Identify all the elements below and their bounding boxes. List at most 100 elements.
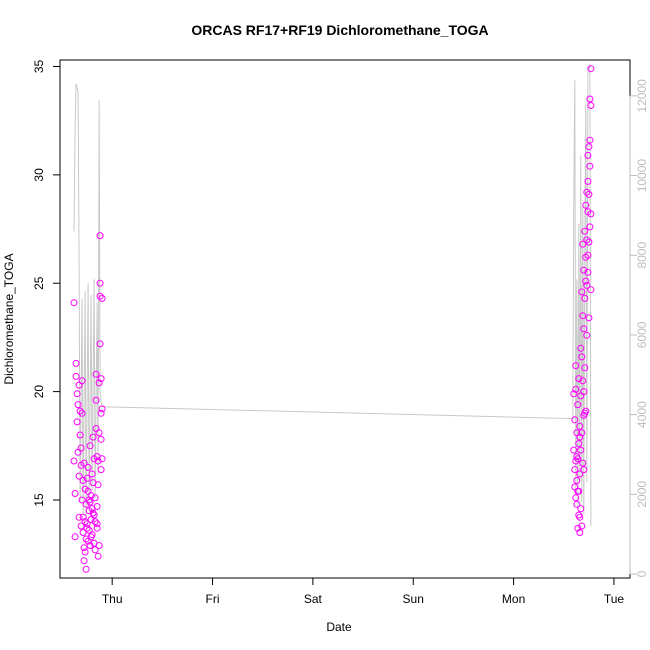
data-point: [81, 548, 89, 556]
y2-tick-label: 4000: [635, 401, 649, 428]
data-point: [580, 266, 588, 274]
y-tick-label: 30: [32, 168, 46, 182]
data-point: [86, 542, 94, 549]
data-point: [575, 375, 583, 383]
data-point: [582, 277, 590, 285]
data-point: [78, 377, 86, 385]
data-point: [586, 223, 594, 231]
data-point: [72, 359, 80, 367]
data-point: [91, 546, 99, 554]
data-point: [94, 457, 102, 465]
data-point: [583, 188, 591, 196]
data-point: [583, 331, 591, 339]
data-point: [77, 444, 85, 452]
y-tick-label: 20: [32, 385, 46, 399]
data-point: [577, 446, 585, 454]
data-point: [571, 483, 579, 491]
data-point: [79, 477, 87, 484]
data-point: [93, 520, 101, 528]
data-point: [585, 143, 593, 151]
data-point: [574, 487, 582, 495]
data-point: [580, 466, 588, 474]
data-point: [579, 240, 587, 248]
data-point: [577, 344, 585, 352]
data-point: [95, 379, 103, 387]
data-point: [578, 353, 586, 361]
data-point: [97, 435, 105, 443]
data-point: [80, 557, 88, 565]
data-point: [584, 177, 592, 185]
data-point: [83, 524, 91, 532]
data-point: [585, 314, 593, 322]
y2-tick-label: 8000: [635, 242, 649, 269]
y-tick-label: 15: [32, 493, 46, 507]
data-point: [85, 496, 93, 504]
data-point: [572, 385, 580, 393]
x-axis: Thu Fri Sat Sun Mon Tue: [102, 577, 625, 606]
data-point: [577, 392, 585, 400]
data-point: [86, 442, 94, 450]
data-point: [579, 377, 587, 385]
data-point: [572, 362, 580, 370]
data-point: [93, 524, 101, 532]
data-point: [584, 268, 592, 276]
data-point: [578, 429, 586, 437]
data-point: [80, 459, 88, 467]
data-point: [576, 513, 584, 521]
data-point: [91, 518, 99, 526]
data-point: [79, 513, 87, 521]
data-point: [83, 520, 91, 528]
data-point: [94, 481, 102, 489]
data-point: [580, 325, 588, 333]
x-tick-label: Tue: [604, 592, 625, 606]
plot-frame: [59, 59, 631, 579]
data-point: [579, 312, 587, 320]
data-point: [76, 431, 84, 439]
data-point: [89, 509, 97, 517]
y-axis: 15 20 25 30 35: [32, 60, 61, 507]
data-point: [95, 542, 103, 549]
data-point: [572, 494, 580, 502]
data-point: [578, 522, 586, 530]
data-point: [98, 405, 106, 413]
data-point: [89, 433, 97, 441]
y-tick-label: 35: [32, 60, 46, 74]
data-point: [583, 281, 591, 289]
data-point: [572, 457, 580, 465]
data-point: [72, 372, 80, 380]
y2-tick-label: 2000: [635, 481, 649, 508]
data-point: [78, 496, 86, 504]
data-point: [93, 503, 101, 510]
y2-axis: 0 2000 4000 6000 8000 10000 12000: [629, 79, 649, 577]
data-point: [96, 292, 104, 300]
data-point: [77, 522, 85, 530]
data-point: [81, 518, 89, 526]
data-point: [87, 533, 95, 541]
data-point: [87, 492, 95, 500]
data-point: [84, 464, 92, 471]
plot-area: [70, 63, 595, 573]
x-tick-label: Sun: [403, 592, 424, 606]
data-point: [571, 416, 579, 424]
data-point: [581, 227, 589, 235]
data-point: [573, 477, 581, 484]
data-point: [586, 162, 594, 170]
data-point: [70, 299, 78, 307]
data-point: [98, 294, 106, 302]
data-point: [586, 95, 594, 103]
data-point: [576, 422, 584, 430]
data-point: [577, 505, 585, 513]
data-point: [96, 279, 104, 287]
data-point: [573, 500, 581, 508]
x-tick-label: Mon: [502, 592, 525, 606]
data-point: [92, 396, 100, 404]
data-point: [570, 390, 578, 398]
data-point: [581, 294, 589, 302]
data-point: [75, 513, 83, 521]
data-point: [91, 494, 99, 502]
data-point: [575, 440, 583, 448]
data-point: [571, 466, 579, 474]
data-point: [576, 470, 584, 478]
y-tick-label: 25: [32, 276, 46, 290]
